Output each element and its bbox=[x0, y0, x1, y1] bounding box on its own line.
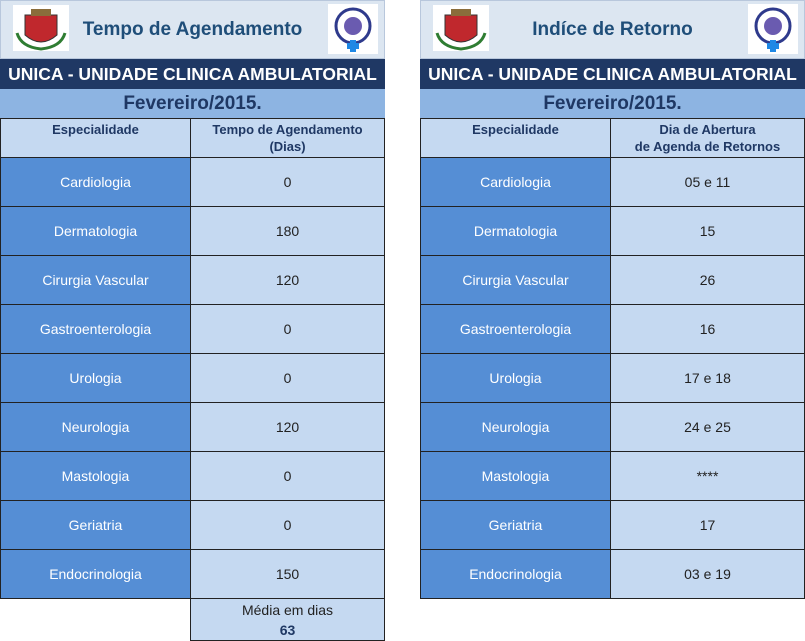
specialty-cell: Urologia bbox=[0, 353, 191, 403]
header-line: Especialidade bbox=[472, 122, 559, 137]
specialty-cell: Neurologia bbox=[420, 402, 611, 452]
value-cell: 150 bbox=[190, 549, 385, 599]
specialty-cell: Cardiologia bbox=[0, 157, 191, 207]
specialty-cell: Gastroenterologia bbox=[0, 304, 191, 354]
city-crest bbox=[13, 5, 69, 51]
column-header: Tempo de Agendamento (Dias) bbox=[190, 118, 385, 158]
specialty-cell: Mastologia bbox=[420, 451, 611, 501]
footer-value: 63 bbox=[279, 621, 296, 638]
logo bbox=[748, 4, 798, 60]
specialty-cell: Cirurgia Vascular bbox=[420, 255, 611, 305]
value-cell: 24 e 25 bbox=[610, 402, 805, 452]
logo bbox=[13, 5, 69, 57]
footer-cell: Média em dias 63 bbox=[190, 598, 385, 641]
specialty-cell: Cardiologia bbox=[420, 157, 611, 207]
specialty-cell: Cirurgia Vascular bbox=[0, 255, 191, 305]
value-cell: 15 bbox=[610, 206, 805, 256]
specialty-cell: Endocrinologia bbox=[0, 549, 191, 599]
sus-logo bbox=[328, 4, 378, 54]
value-cell: **** bbox=[610, 451, 805, 501]
specialty-cell: Neurologia bbox=[0, 402, 191, 452]
specialty-cell: Geriatria bbox=[0, 500, 191, 550]
header-line: de Agenda de Retornos bbox=[634, 139, 781, 154]
value-cell: 03 e 19 bbox=[610, 549, 805, 599]
specialty-cell: Geriatria bbox=[420, 500, 611, 550]
specialty-cell: Dermatologia bbox=[420, 206, 611, 256]
value-cell: 0 bbox=[190, 353, 385, 403]
title-bar: Tempo de Agendamento bbox=[0, 0, 385, 59]
value-cell: 0 bbox=[190, 451, 385, 501]
value-cell: 26 bbox=[610, 255, 805, 305]
header-line: Especialidade bbox=[52, 122, 139, 137]
value-cell: 17 bbox=[610, 500, 805, 550]
value-cell: 05 e 11 bbox=[610, 157, 805, 207]
unit-bar: UNICA - UNIDADE CLINICA AMBULATORIAL bbox=[420, 59, 805, 89]
header-line: Dia de Abertura bbox=[659, 122, 756, 137]
specialty-cell: Mastologia bbox=[0, 451, 191, 501]
value-cell: 16 bbox=[610, 304, 805, 354]
value-cell: 0 bbox=[190, 157, 385, 207]
logo bbox=[433, 5, 489, 57]
value-cell: 120 bbox=[190, 402, 385, 452]
column-header: Especialidade bbox=[420, 118, 611, 158]
header-line: (Dias) bbox=[269, 139, 306, 154]
title-bar: Indíce de Retorno bbox=[420, 0, 805, 59]
sus-logo bbox=[748, 4, 798, 54]
specialty-cell: Dermatologia bbox=[0, 206, 191, 256]
value-cell: 17 e 18 bbox=[610, 353, 805, 403]
column-header: Especialidade bbox=[0, 118, 191, 158]
value-cell: 120 bbox=[190, 255, 385, 305]
header-line: Tempo de Agendamento bbox=[212, 122, 363, 137]
unit-bar: UNICA - UNIDADE CLINICA AMBULATORIAL bbox=[0, 59, 385, 89]
specialty-cell: Gastroenterologia bbox=[420, 304, 611, 354]
footer-label: Média em dias bbox=[241, 601, 334, 618]
month-bar: Fevereiro/2015. bbox=[420, 89, 805, 118]
specialty-cell: Urologia bbox=[420, 353, 611, 403]
value-cell: 0 bbox=[190, 304, 385, 354]
specialty-cell: Endocrinologia bbox=[420, 549, 611, 599]
logo bbox=[328, 4, 378, 60]
value-cell: 180 bbox=[190, 206, 385, 256]
value-cell: 0 bbox=[190, 500, 385, 550]
column-header: Dia de Abertura de Agenda de Retornos bbox=[610, 118, 805, 158]
city-crest bbox=[433, 5, 489, 51]
month-bar: Fevereiro/2015. bbox=[0, 89, 385, 118]
